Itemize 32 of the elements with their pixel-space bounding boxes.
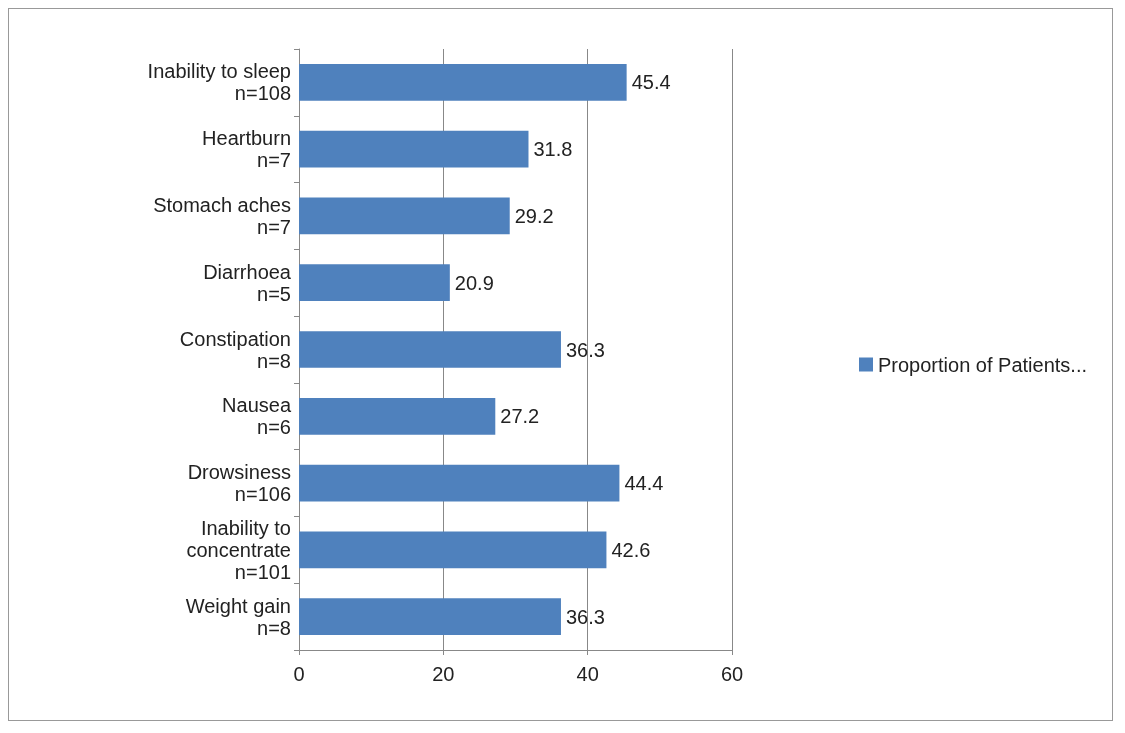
x-tick-label: 0: [293, 663, 305, 685]
y-tick-label: Heartburn n=7: [202, 127, 291, 172]
data-label: 36.3: [565, 338, 605, 361]
data-label: 29.2: [514, 204, 554, 227]
data-label: 36.3: [565, 605, 605, 628]
bar: [299, 64, 627, 101]
y-tick-label: Inability to concentrate n=101: [186, 516, 291, 583]
bar: [299, 264, 450, 302]
bar: [299, 397, 496, 435]
y-tick-label: Drowsiness n=106: [187, 461, 291, 506]
y-tick-label: Inability to sleep n=108: [147, 60, 291, 105]
y-tick-label: Weight gain n=8: [185, 594, 291, 639]
data-label: 20.9: [454, 271, 494, 294]
bar: [299, 598, 561, 635]
y-tick-label: Constipation n=8: [179, 327, 291, 372]
y-tick-label: Nausea n=6: [222, 394, 292, 439]
bar: [299, 130, 529, 168]
data-label: 44.4: [624, 472, 664, 495]
bar: [299, 464, 620, 502]
y-tick-label: Diarrhoea n=5: [203, 260, 292, 305]
x-tick-label: 60: [720, 663, 744, 685]
bar: [299, 531, 607, 569]
y-tick-label: Stomach aches n=7: [153, 193, 291, 238]
bar: [299, 197, 510, 235]
data-label: 27.2: [500, 405, 540, 428]
data-label: 45.4: [631, 71, 671, 94]
bar: [299, 331, 561, 368]
x-tick-label: 20: [432, 663, 455, 685]
legend-label: Proportion of Patients...: [878, 353, 1088, 376]
data-label: 31.8: [533, 138, 573, 161]
x-tick-label: 40: [576, 663, 599, 685]
data-label: 42.6: [611, 538, 651, 561]
